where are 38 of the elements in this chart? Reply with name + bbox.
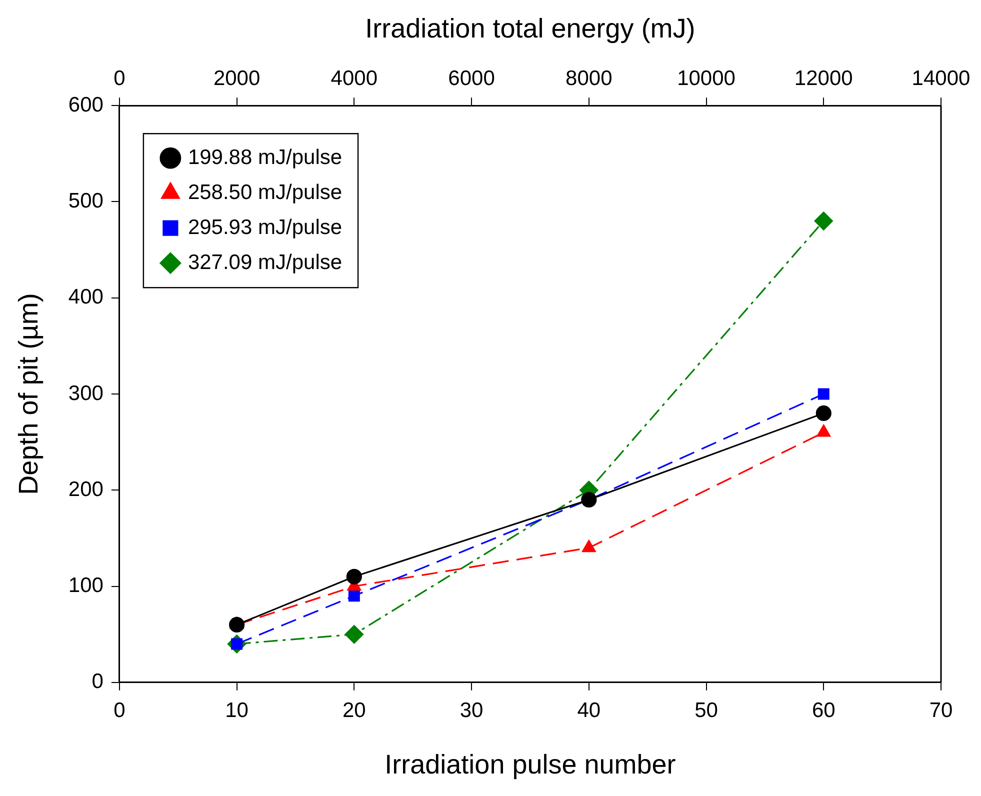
y-tick-label: 400 xyxy=(68,286,104,309)
x-tick-label: 20 xyxy=(342,698,366,722)
x2-tick-label: 6000 xyxy=(448,66,495,90)
point xyxy=(344,625,364,644)
legend-label: 258.50 mJ/pulse xyxy=(188,180,342,204)
x-tick-label: 30 xyxy=(460,698,484,722)
point xyxy=(814,212,833,230)
y-axis-title: Depth of pit (µm) xyxy=(14,293,44,495)
point xyxy=(229,616,245,633)
point xyxy=(581,492,597,508)
x-tick-label: 10 xyxy=(225,698,248,722)
legend-label: 199.88 mJ/pulse xyxy=(188,146,342,169)
y-tick-label: 300 xyxy=(68,382,104,405)
x2-tick-label: 8000 xyxy=(566,66,612,90)
x2-axis-title: Irradiation total energy (mJ) xyxy=(365,14,696,44)
point xyxy=(346,568,362,584)
x-tick-label: 60 xyxy=(812,698,836,722)
x-tick-label: 50 xyxy=(694,698,718,722)
point xyxy=(816,405,832,422)
x-tick-label: 40 xyxy=(577,698,601,722)
y-tick-label: 0 xyxy=(92,670,104,694)
x-tick-label: 70 xyxy=(929,698,953,722)
point xyxy=(818,388,830,400)
y-tick-label: 100 xyxy=(68,574,104,598)
x2-tick-label: 2000 xyxy=(213,66,260,90)
x-tick-label: 0 xyxy=(114,698,126,722)
x2-tick-label: 0 xyxy=(114,66,126,90)
y-tick-label: 200 xyxy=(68,478,104,501)
x-axis-title: Irradiation pulse number xyxy=(384,749,676,780)
y-tick-label: 500 xyxy=(68,190,104,213)
x2-tick-label: 10000 xyxy=(677,66,736,90)
x2-tick-label: 14000 xyxy=(912,66,970,90)
x2-tick-label: 12000 xyxy=(794,66,853,90)
y-tick-label: 600 xyxy=(68,93,104,116)
legend-label: 295.93 mJ/pulse xyxy=(188,216,342,239)
point xyxy=(348,590,360,602)
legend-label: 327.09 mJ/pulse xyxy=(188,250,342,274)
x2-tick-label: 4000 xyxy=(330,66,378,90)
